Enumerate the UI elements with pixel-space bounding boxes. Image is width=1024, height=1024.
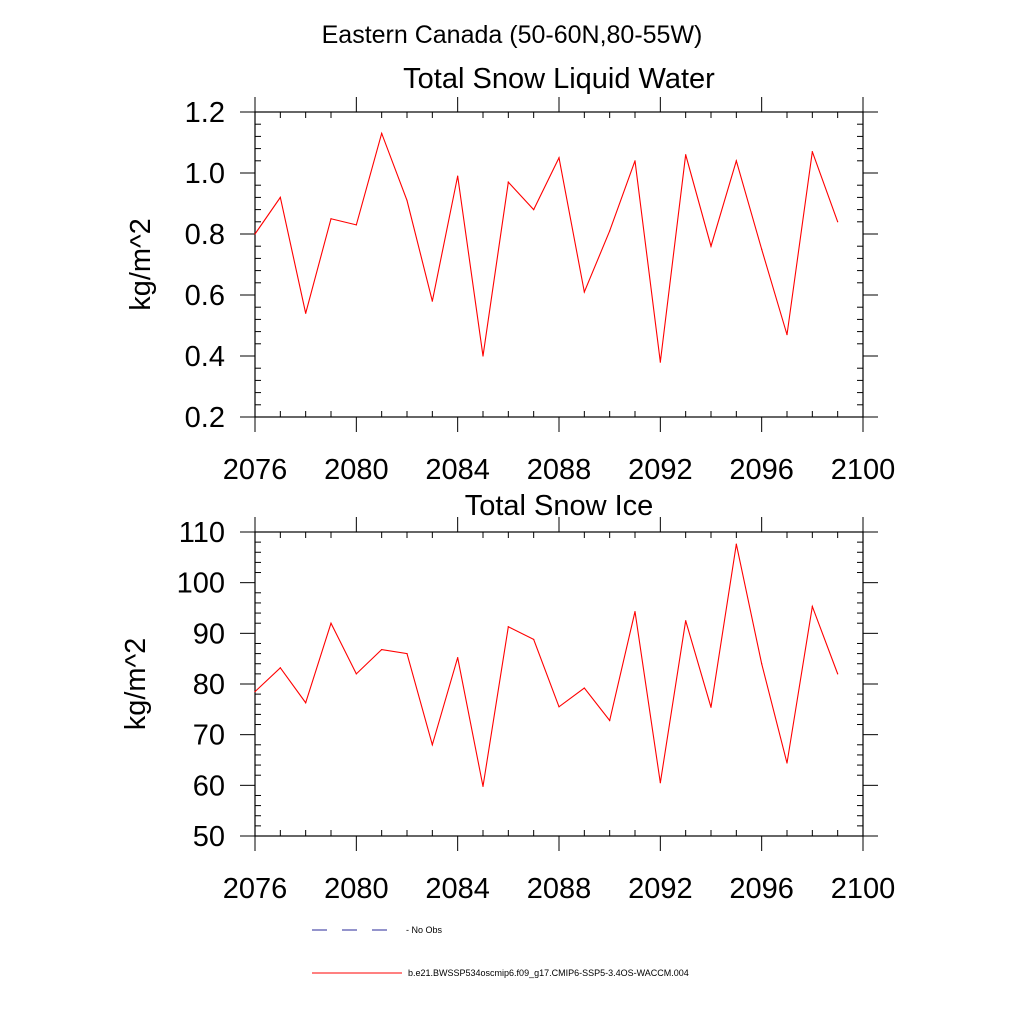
data-point (786, 334, 788, 336)
data-point (735, 160, 737, 162)
data-point (482, 785, 484, 787)
data-point (330, 218, 332, 220)
plot-frame (254, 531, 864, 837)
data-point (634, 160, 636, 162)
x-tick-label: 2088 (527, 873, 592, 905)
data-point (685, 620, 687, 622)
data-point (634, 610, 636, 613)
data-point (305, 702, 307, 704)
data-point (507, 181, 509, 183)
y-tick-label: 100 (177, 568, 225, 600)
data-point (406, 199, 408, 202)
data-point (431, 300, 433, 302)
y-tick-label: 1.0 (185, 158, 225, 190)
x-tick-label: 2084 (425, 873, 490, 905)
data-point (583, 291, 585, 293)
legend: - No Obs b.e21.BWSSP534oscmip6.f09_g17.CM… (312, 925, 689, 978)
figure-suptitle: Eastern Canada (50-60N,80-55W) (322, 21, 703, 49)
data-point (254, 233, 256, 235)
data-point (811, 151, 813, 153)
data-point (533, 638, 535, 641)
x-tick-label: 2100 (831, 873, 896, 905)
data-point (279, 667, 281, 669)
x-tick-label: 2080 (324, 454, 389, 486)
data-point (507, 626, 509, 628)
legend-label-no-obs: - No Obs (406, 925, 443, 935)
y-tick-label: 110 (179, 517, 225, 549)
data-point (811, 605, 813, 608)
data-point (381, 648, 383, 651)
data-point (533, 209, 535, 211)
x-tick-label: 2088 (527, 454, 592, 486)
data-point (279, 196, 281, 198)
data-point (659, 361, 661, 363)
legend-label-model-run: b.e21.BWSSP534oscmip6.f09_g17.CMIP6-SSP5… (408, 968, 689, 978)
x-tick-label: 2096 (729, 873, 794, 905)
data-point (735, 543, 737, 545)
data-point (431, 744, 433, 746)
data-point (558, 157, 560, 159)
data-point (837, 221, 839, 223)
y-tick-label: 0.2 (185, 402, 225, 434)
data-point (583, 687, 585, 689)
data-point (457, 175, 459, 177)
data-point (761, 248, 763, 250)
y-tick-label: 70 (193, 720, 225, 752)
data-point (837, 673, 839, 675)
y-tick-label: 1.2 (185, 97, 225, 129)
x-tick-label: 2096 (729, 454, 794, 486)
data-point (355, 224, 357, 226)
y-axis-label: kg/m^2 (125, 218, 157, 311)
data-point (355, 673, 357, 675)
y-tick-label: 0.6 (185, 280, 225, 312)
y-tick-label: 0.4 (185, 341, 225, 373)
data-point (609, 719, 611, 722)
y-tick-label: 50 (193, 821, 225, 853)
data-point (685, 154, 687, 156)
data-point (710, 706, 712, 708)
y-tick-label: 90 (193, 618, 225, 650)
x-tick-label: 2080 (324, 873, 389, 905)
y-tick-label: 0.8 (185, 219, 225, 251)
data-point (381, 132, 383, 134)
x-tick-label: 2076 (223, 873, 288, 905)
x-tick-label: 2092 (628, 454, 693, 486)
chart-panel-2: Total Snow Ice 2076 2080 2084 2088 2092 2096 21… (120, 490, 895, 905)
data-point (457, 657, 459, 659)
data-point (254, 691, 256, 693)
data-point (659, 782, 661, 784)
y-tick-label: 80 (193, 669, 225, 701)
chart-title: Total Snow Liquid Water (403, 63, 715, 95)
x-tick-label: 2092 (628, 873, 693, 905)
data-point (609, 230, 611, 232)
data-point (330, 622, 332, 624)
x-tick-label: 2100 (831, 454, 896, 486)
data-point (710, 245, 712, 247)
data-point (482, 355, 484, 357)
data-point (305, 312, 307, 314)
series-line (254, 131, 839, 363)
chart-panel-1: Total Snow Liquid Water 2076 2080 2084 2088 2… (125, 63, 895, 486)
series-line (254, 544, 839, 787)
y-tick-label: 60 (193, 770, 225, 802)
data-point (406, 653, 408, 655)
data-point (786, 762, 788, 764)
x-tick-label: 2076 (223, 454, 288, 486)
y-axis-label: kg/m^2 (120, 638, 152, 731)
chart-panels: Total Snow Liquid Water 2076 2080 2084 2088 2… (120, 63, 895, 905)
data-point (761, 663, 763, 665)
chart-title: Total Snow Ice (465, 490, 654, 522)
data-point (558, 706, 560, 708)
x-tick-label: 2084 (425, 454, 490, 486)
